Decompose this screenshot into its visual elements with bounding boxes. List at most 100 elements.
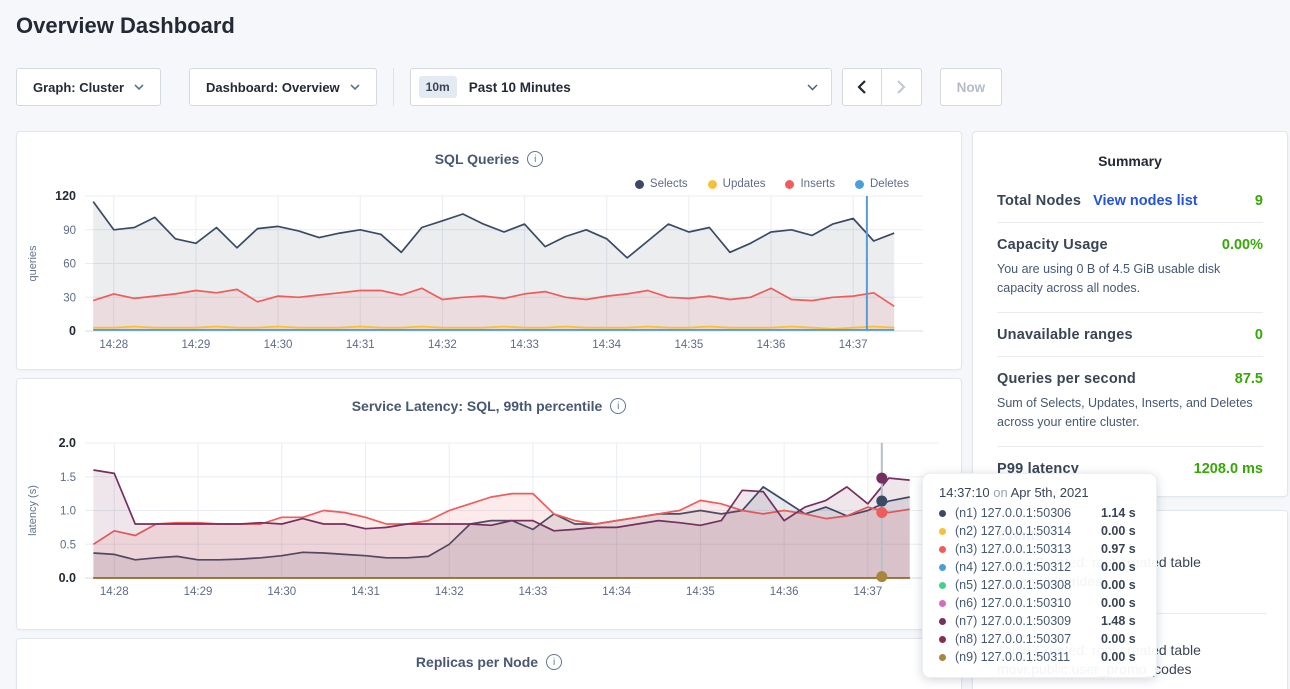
replicas-card: Replicas per Node i (16, 638, 962, 689)
svg-text:14:35: 14:35 (674, 339, 703, 351)
sql-queries-card: SQL Queries i Selects Updates Inserts Delet… (16, 131, 962, 370)
svg-text:queries: queries (27, 245, 39, 282)
chevron-down-icon (134, 84, 144, 90)
tooltip-node-name: (n8) 127.0.0.1:50307 (955, 632, 1072, 646)
summary-row: Capacity Usage 0.00% You are using 0 B of … (997, 223, 1263, 313)
svg-text:14:30: 14:30 (267, 586, 296, 598)
tooltip-node-name: (n3) 127.0.0.1:50313 (955, 542, 1072, 556)
svg-text:14:36: 14:36 (757, 339, 786, 351)
tooltip-rows: (n1) 127.0.0.1:50306 1.14 s (n2) 127.0.0.1… (939, 504, 1140, 666)
svg-text:1.0: 1.0 (60, 506, 76, 518)
series-dot-icon (939, 617, 946, 625)
tooltip-row: (n9) 127.0.0.1:50311 0.00 s (939, 648, 1140, 666)
legend-item-selects[interactable]: Selects (634, 178, 688, 190)
tooltip-node-value: 0.00 s (1101, 524, 1136, 538)
svg-text:120: 120 (55, 189, 76, 203)
replicas-chart-title: Replicas per Node (415, 654, 539, 670)
controls-bar: Graph: Cluster Dashboard: Overview 10m P… (16, 68, 1003, 106)
time-range-badge: 10m (418, 76, 457, 98)
time-next-button[interactable] (881, 68, 922, 106)
svg-text:14:31: 14:31 (346, 339, 375, 351)
summary-body: Total Nodes View nodes list 9 Capacity Usag… (973, 169, 1287, 490)
summary-title: Summary (1098, 153, 1162, 169)
summary-card: Summary Total Nodes View nodes list 9 Capac… (972, 131, 1288, 497)
now-button[interactable]: Now (939, 68, 1003, 106)
info-icon[interactable]: i (527, 151, 544, 167)
series-dot-icon (939, 545, 946, 553)
series-dot-icon (939, 527, 946, 535)
tooltip-node-name: (n6) 127.0.0.1:50310 (955, 596, 1072, 610)
tooltip-node-name: (n4) 127.0.0.1:50312 (955, 560, 1072, 574)
svg-text:14:32: 14:32 (428, 339, 457, 351)
controls-divider (392, 68, 394, 106)
svg-text:1.5: 1.5 (60, 472, 76, 484)
dashboard-dropdown[interactable]: Dashboard: Overview (189, 68, 377, 106)
tooltip-row: (n3) 127.0.0.1:50313 0.97 s (939, 540, 1140, 558)
time-range-picker[interactable]: 10m Past 10 Minutes (409, 68, 832, 106)
legend-dot-icon (785, 179, 795, 189)
sql-queries-chart[interactable]: 0 30 60 90 120 14:28 14:29 14:30 14:31 14:32 14:33… (25, 187, 947, 359)
series-dot-icon (939, 635, 946, 643)
series-dot-icon (939, 509, 946, 517)
latency-chart[interactable]: 0.0 0.5 1.0 1.5 2.0 14:28 14:29 14:30 14:31 14:32… (25, 434, 955, 606)
graph-dropdown-label: Graph: Cluster (33, 79, 125, 95)
svg-text:30: 30 (63, 292, 76, 304)
legend-label: Inserts (800, 178, 835, 190)
info-icon[interactable]: i (610, 398, 627, 414)
svg-text:14:31: 14:31 (351, 586, 380, 598)
tooltip-timestamp: 14:37:10 on Apr 5th, 2021 (939, 485, 1089, 500)
chart-hover-tooltip: 14:37:10 on Apr 5th, 2021 (n1) 127.0.0.1… (922, 473, 1157, 678)
chevron-left-icon (857, 80, 866, 94)
summary-value: 9 (1254, 193, 1263, 209)
legend-dot-icon (707, 179, 717, 189)
svg-text:14:34: 14:34 (592, 339, 621, 351)
summary-row: P99 latency 1208.0 ms (997, 447, 1263, 490)
tooltip-row: (n6) 127.0.0.1:50310 0.00 s (939, 594, 1140, 612)
sql-chart-legend: Selects Updates Inserts Deletes (634, 178, 909, 190)
tooltip-node-name: (n2) 127.0.0.1:50314 (955, 524, 1072, 538)
chevron-right-icon (896, 80, 906, 94)
svg-text:14:35: 14:35 (686, 586, 715, 598)
svg-text:14:34: 14:34 (602, 586, 631, 598)
tooltip-node-name: (n5) 127.0.0.1:50308 (955, 578, 1072, 592)
tooltip-row: (n4) 127.0.0.1:50312 0.00 s (939, 558, 1140, 576)
graph-dropdown[interactable]: Graph: Cluster (16, 68, 162, 106)
info-icon[interactable]: i (546, 654, 563, 670)
svg-text:0: 0 (69, 324, 76, 338)
legend-item-inserts[interactable]: Inserts (785, 178, 835, 190)
svg-text:14:36: 14:36 (770, 586, 799, 598)
summary-desc: Sum of Selects, Updates, Inserts, and De… (997, 395, 1253, 430)
tooltip-node-name: (n9) 127.0.0.1:50311 (955, 650, 1071, 664)
tooltip-row: (n2) 127.0.0.1:50314 0.00 s (939, 522, 1140, 540)
tooltip-row: (n1) 127.0.0.1:50306 1.14 s (939, 504, 1140, 522)
svg-text:latency (s): latency (s) (27, 485, 39, 536)
sql-chart-title: SQL Queries (434, 151, 520, 167)
svg-text:14:29: 14:29 (184, 586, 213, 598)
summary-label: Unavailable ranges (997, 326, 1133, 343)
svg-text:14:28: 14:28 (100, 586, 129, 598)
tooltip-node-value: 0.00 s (1101, 650, 1136, 664)
svg-text:14:37: 14:37 (839, 339, 868, 351)
legend-dot-icon (634, 179, 644, 189)
svg-text:14:33: 14:33 (510, 339, 539, 351)
series-dot-icon (939, 599, 946, 607)
tooltip-row: (n8) 127.0.0.1:50307 0.00 s (939, 630, 1140, 648)
legend-label: Deletes (870, 178, 909, 190)
series-dot-icon (939, 581, 946, 589)
series-dot-icon (939, 653, 946, 661)
summary-value: 1208.0 ms (1193, 460, 1263, 477)
tooltip-node-value: 0.97 s (1101, 542, 1136, 556)
legend-item-deletes[interactable]: Deletes (855, 178, 909, 190)
time-prev-button[interactable] (841, 68, 882, 106)
legend-item-updates[interactable]: Updates (707, 178, 765, 190)
summary-desc: You are using 0 B of 4.5 GiB usable disk… (997, 262, 1221, 296)
summary-row: Total Nodes View nodes list 9 (997, 179, 1263, 223)
svg-text:14:33: 14:33 (519, 586, 548, 598)
svg-text:14:30: 14:30 (264, 339, 293, 351)
view-nodes-link[interactable]: View nodes list (1093, 193, 1198, 209)
svg-text:60: 60 (63, 259, 76, 271)
tooltip-node-value: 0.00 s (1101, 578, 1136, 592)
time-range-label: Past 10 Minutes (468, 79, 571, 95)
summary-value: 0.00% (1221, 237, 1263, 253)
series-dot-icon (939, 563, 946, 571)
